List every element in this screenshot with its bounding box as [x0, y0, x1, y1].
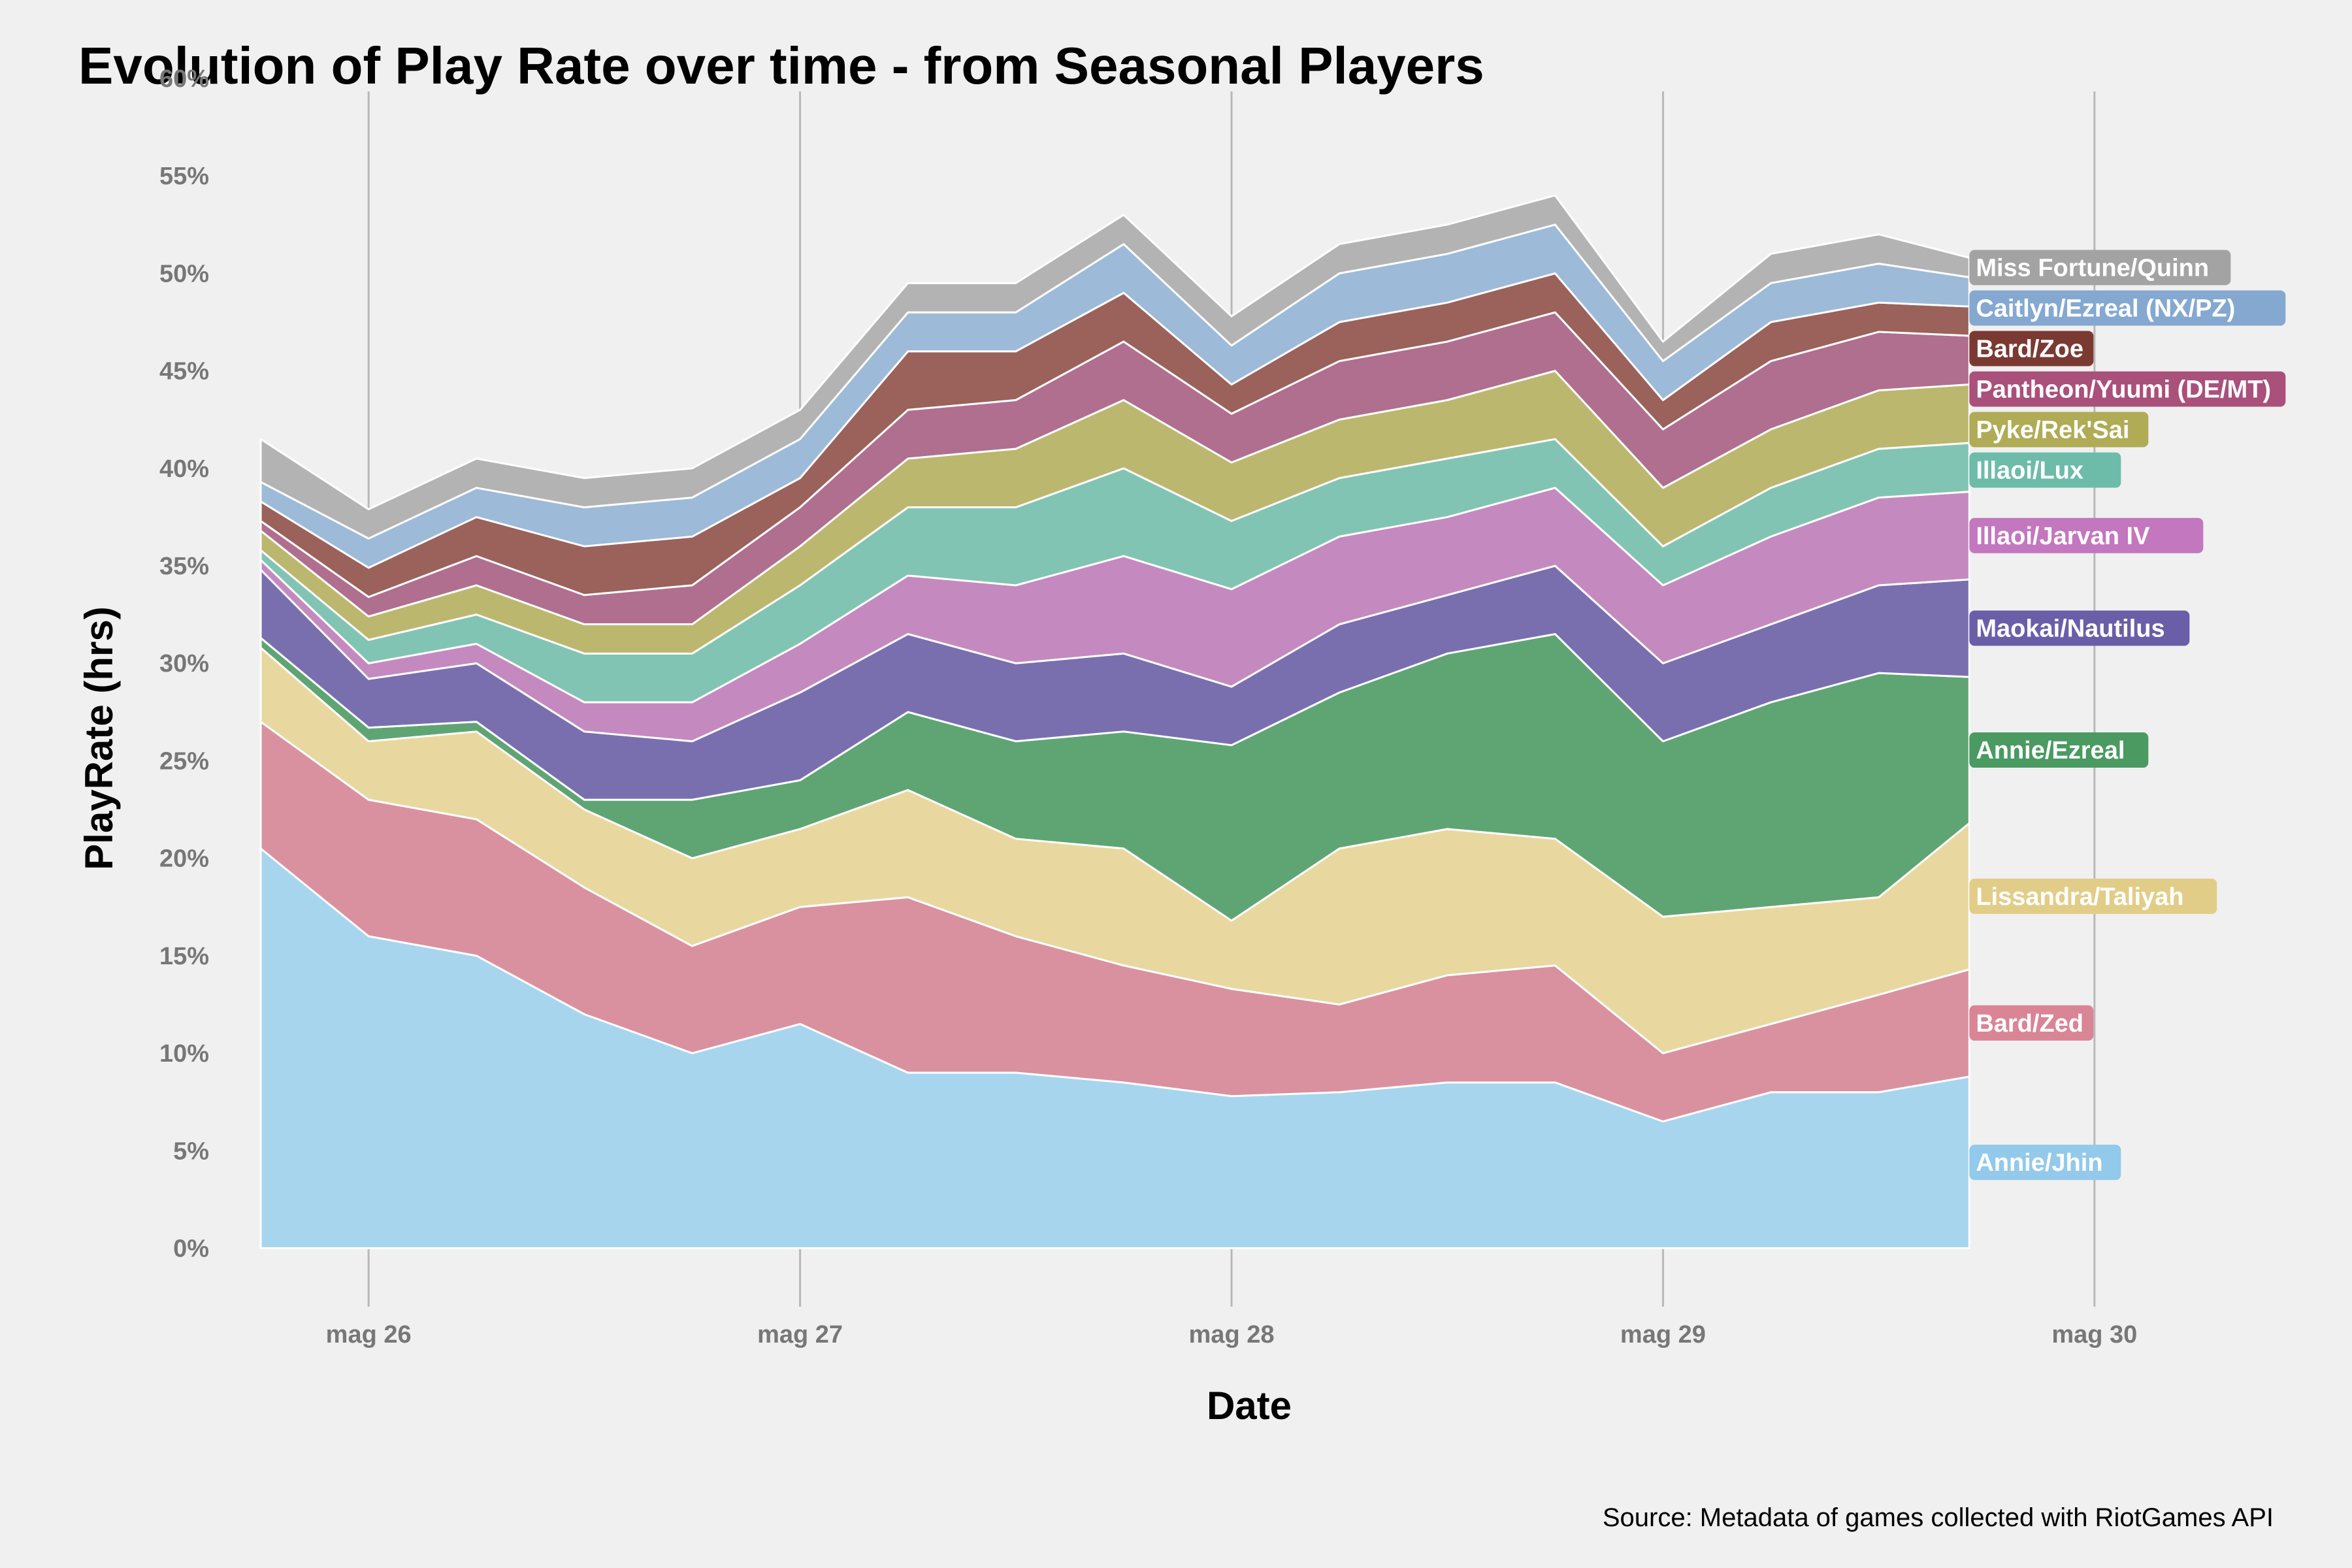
x-axis-ticks: mag 26 mag 27 mag 28 mag 29 mag 30	[326, 1321, 2138, 1348]
series-label-text: Bard/Zed	[1976, 1010, 2083, 1037]
y-tick-label: 35%	[159, 553, 209, 580]
series-label-text: Annie/Jhin	[1976, 1149, 2102, 1177]
x-tick-label: mag 29	[1620, 1321, 1706, 1348]
x-tick-label: mag 26	[326, 1321, 412, 1348]
y-tick-label: 20%	[159, 845, 209, 873]
x-tick-label: mag 27	[757, 1321, 843, 1348]
series-label-text: Illaoi/Lux	[1976, 457, 2083, 484]
series-label-box	[1969, 732, 2149, 768]
series-label-text: Maokai/Nautilus	[1976, 615, 2164, 643]
series-label-box	[1969, 290, 2286, 326]
series-label-illaoi-jarvan-iv: Illaoi/Jarvan IV	[1969, 517, 2204, 553]
chart-title: Evolution of Play Rate over time - from …	[78, 37, 1484, 95]
series-label-text: Miss Fortune/Quinn	[1976, 254, 2209, 282]
x-tick-label: mag 28	[1189, 1321, 1275, 1348]
series-label-text: Caitlyn/Ezreal (NX/PZ)	[1976, 295, 2235, 322]
series-label-text: Pantheon/Yuumi (DE/MT)	[1976, 376, 2271, 403]
y-tick-label: 55%	[159, 163, 209, 190]
source-caption: Source: Metadata of games collected with…	[1603, 1503, 2274, 1532]
y-tick-label: 50%	[159, 260, 209, 287]
series-label-maokai-nautilus: Maokai/Nautilus	[1969, 610, 2190, 646]
series-labels: Miss Fortune/Quinn Caitlyn/Ezreal (NX/PZ)…	[1969, 250, 2286, 1181]
series-label-box	[1969, 610, 2190, 646]
series-label-pyke-rek-sai: Pyke/Rek'Sai	[1969, 412, 2149, 448]
x-axis-label: Date	[1207, 1384, 1292, 1428]
series-label-text: Pyke/Rek'Sai	[1976, 416, 2129, 444]
series-label-bard-zed: Bard/Zed	[1969, 1005, 2094, 1041]
series-label-text: Annie/Ezreal	[1976, 737, 2125, 764]
series-label-box	[1969, 452, 2121, 488]
y-tick-label: 10%	[159, 1040, 209, 1068]
series-label-box	[1969, 1005, 2094, 1041]
series-label-box	[1969, 412, 2149, 448]
series-label-box	[1969, 878, 2217, 914]
y-tick-label: 5%	[173, 1137, 209, 1165]
area-series	[259, 194, 1970, 1249]
series-label-box	[1969, 331, 2094, 367]
y-tick-label: 0%	[173, 1235, 209, 1262]
y-tick-label: 60%	[159, 65, 209, 93]
series-label-annie-ezreal: Annie/Ezreal	[1969, 732, 2149, 768]
series-label-annie-jhin: Annie/Jhin	[1969, 1145, 2121, 1181]
series-label-text: Illaoi/Jarvan IV	[1976, 523, 2150, 550]
series-label-illaoi-lux: Illaoi/Lux	[1969, 452, 2121, 488]
series-label-box	[1969, 1145, 2121, 1181]
series-label-box	[1969, 371, 2286, 407]
y-axis-label: PlayRate (hrs)	[77, 606, 121, 870]
y-tick-label: 15%	[159, 943, 209, 970]
series-label-text: Bard/Zoe	[1976, 335, 2083, 363]
y-tick-label: 30%	[159, 650, 209, 678]
y-tick-label: 25%	[159, 747, 209, 775]
series-label-bard-zoe: Bard/Zoe	[1969, 331, 2094, 367]
y-tick-label: 40%	[159, 455, 209, 483]
series-label-box	[1969, 250, 2231, 286]
series-label-lissandra-taliyah: Lissandra/Taliyah	[1969, 878, 2217, 914]
y-axis-ticks: 0% 5% 10% 15% 20% 25% 30% 35% 40% 45% 50% 55% 60%	[159, 65, 209, 1262]
series-label-caitlyn-ezreal-nx-pz: Caitlyn/Ezreal (NX/PZ)	[1969, 290, 2286, 326]
series-label-text: Lissandra/Taliyah	[1976, 883, 2183, 911]
series-label-box	[1969, 517, 2204, 553]
x-tick-label: mag 30	[2051, 1321, 2137, 1348]
series-label-pantheon-yuumi-de-mt: Pantheon/Yuumi (DE/MT)	[1969, 371, 2286, 407]
series-label-miss-fortune-quinn: Miss Fortune/Quinn	[1969, 250, 2231, 286]
y-tick-label: 45%	[159, 358, 209, 385]
area-miss-fortune-quinn	[259, 194, 1970, 540]
